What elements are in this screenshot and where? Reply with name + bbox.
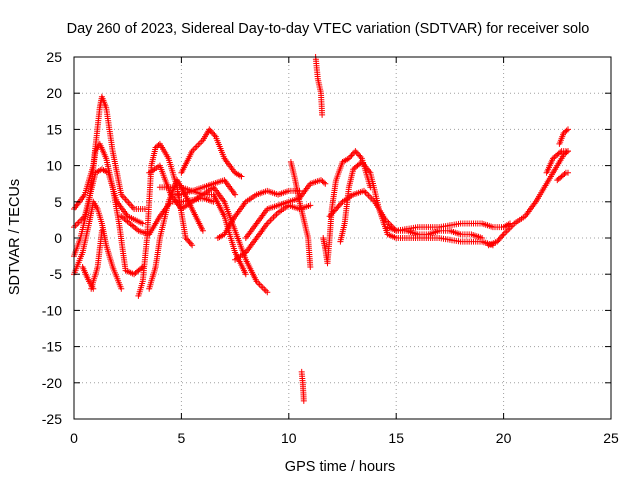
data-point-markers <box>169 177 239 198</box>
series-arc-14 <box>214 187 303 241</box>
data-point-markers <box>384 220 513 234</box>
axis-ticks <box>73 56 612 420</box>
x-tick-label: 25 <box>603 430 619 446</box>
series-arc-13 <box>169 177 239 198</box>
y-tick-label: 25 <box>46 49 62 65</box>
x-axis-label: GPS time / hours <box>285 459 395 475</box>
data-point-markers <box>312 54 326 118</box>
x-tick-labels: 0 5 10 15 20 25 <box>70 430 619 446</box>
series-arc-18 <box>312 54 326 118</box>
y-tick-label: 10 <box>46 158 62 174</box>
y-tick-labels: -25 -20 -15 -10 -5 0 5 10 15 20 25 <box>42 49 62 427</box>
data-point-markers <box>71 93 148 212</box>
series-arc-7 <box>135 140 196 299</box>
data-point-markers <box>178 126 245 180</box>
series-arc-17 <box>287 159 314 270</box>
series-arc-27 <box>554 169 571 184</box>
y-tick-label: -5 <box>50 266 63 282</box>
data-point-markers <box>88 227 105 292</box>
series-arc-12 <box>178 126 245 180</box>
x-tick-label: 15 <box>388 430 404 446</box>
y-axis-label: SDTVAR / TECUs <box>7 179 23 295</box>
series-arc-25 <box>543 148 571 176</box>
data-point-markers <box>485 148 571 249</box>
series-arc-19 <box>298 368 307 404</box>
data-point-markers <box>554 169 571 184</box>
data-point-markers <box>135 140 196 299</box>
series-arc-23 <box>384 220 513 234</box>
data-point-markers <box>543 148 571 176</box>
y-tick-label: 20 <box>46 85 62 101</box>
y-tick-label: -15 <box>42 339 62 355</box>
x-tick-label: 20 <box>496 430 512 446</box>
series-arc-1 <box>71 93 148 212</box>
data-point-markers <box>556 126 571 147</box>
x-tick-label: 5 <box>178 430 186 446</box>
series-arc-22 <box>337 159 496 249</box>
y-tick-label: 0 <box>54 230 62 246</box>
series-arc-24 <box>485 148 571 249</box>
data-point-markers <box>337 159 496 249</box>
data-point-markers <box>298 368 307 404</box>
series-arc-26 <box>556 126 571 147</box>
chart-title: Day 260 of 2023, Sidereal Day-to-day VTE… <box>67 21 590 37</box>
data-point-markers <box>287 159 314 270</box>
data-marks <box>71 54 571 404</box>
x-tick-label: 0 <box>70 430 78 446</box>
data-point-markers <box>214 187 303 241</box>
x-tick-label: 10 <box>281 430 297 446</box>
y-tick-label: -10 <box>42 302 62 318</box>
y-tick-label: -20 <box>42 375 62 391</box>
y-tick-label: 5 <box>54 194 62 210</box>
y-tick-label: -25 <box>42 411 62 427</box>
series-arc-6 <box>88 227 105 292</box>
y-tick-label: 15 <box>46 121 62 137</box>
